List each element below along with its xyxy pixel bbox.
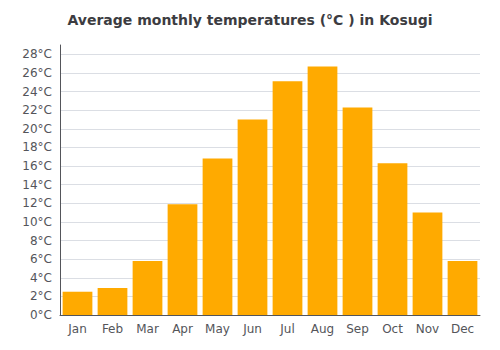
svg-text:Oct: Oct	[382, 322, 403, 336]
svg-text:14°C: 14°C	[22, 178, 52, 192]
svg-text:22°C: 22°C	[22, 103, 52, 117]
svg-text:18°C: 18°C	[22, 140, 52, 154]
svg-text:Average monthly temperatures (: Average monthly temperatures (°C ) in Ko…	[67, 12, 432, 28]
svg-text:Feb: Feb	[102, 322, 123, 336]
svg-text:2°C: 2°C	[30, 289, 52, 303]
svg-text:4°C: 4°C	[30, 271, 52, 285]
svg-text:Aug: Aug	[311, 322, 334, 336]
svg-text:24°C: 24°C	[22, 85, 52, 99]
svg-text:12°C: 12°C	[22, 196, 52, 210]
svg-text:Apr: Apr	[172, 322, 193, 336]
svg-text:Sep: Sep	[346, 322, 369, 336]
svg-text:Jan: Jan	[67, 322, 87, 336]
svg-text:Mar: Mar	[136, 322, 159, 336]
svg-text:16°C: 16°C	[22, 159, 52, 173]
svg-text:8°C: 8°C	[30, 234, 52, 248]
svg-text:26°C: 26°C	[22, 66, 52, 80]
svg-text:Jun: Jun	[242, 322, 262, 336]
svg-text:Nov: Nov	[416, 322, 439, 336]
svg-text:28°C: 28°C	[22, 47, 52, 61]
svg-text:Jul: Jul	[279, 322, 294, 336]
svg-text:0°C: 0°C	[30, 308, 52, 322]
svg-text:Dec: Dec	[451, 322, 474, 336]
svg-text:10°C: 10°C	[22, 215, 52, 229]
svg-text:20°C: 20°C	[22, 122, 52, 136]
svg-text:6°C: 6°C	[30, 252, 52, 266]
svg-text:May: May	[205, 322, 230, 336]
